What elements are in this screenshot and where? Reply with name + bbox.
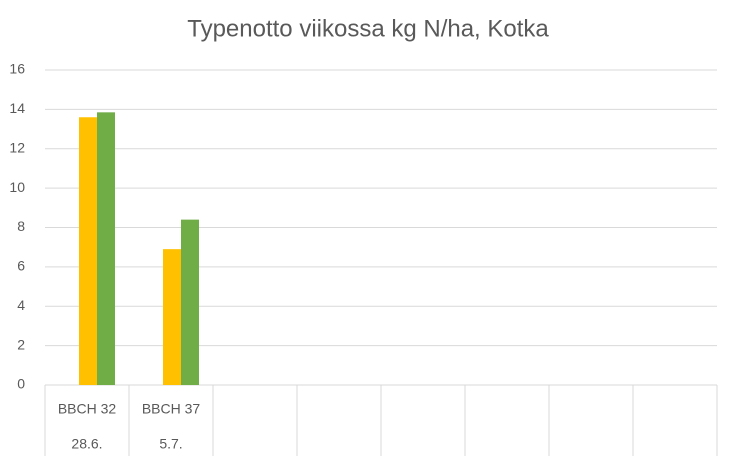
y-tick-label: 2 [17, 336, 25, 352]
chart-title: Typenotto viikossa kg N/ha, Kotka [187, 15, 549, 42]
y-tick-label: 6 [17, 258, 25, 274]
bar [79, 117, 97, 385]
bar [163, 249, 181, 385]
x-tick-label: BBCH 37 [142, 401, 201, 417]
bar [97, 112, 115, 385]
y-tick-label: 0 [17, 376, 25, 392]
y-tick-label: 14 [9, 100, 25, 116]
x-date-label: 5.7. [159, 436, 182, 452]
y-tick-label: 8 [17, 218, 25, 234]
bar [181, 219, 199, 385]
x-tick-label: BBCH 32 [58, 401, 117, 417]
y-tick-label: 16 [9, 61, 25, 77]
y-tick-label: 4 [17, 297, 25, 313]
y-tick-label: 10 [9, 179, 25, 195]
x-date-label: 28.6. [71, 436, 102, 452]
y-tick-label: 12 [9, 139, 25, 155]
